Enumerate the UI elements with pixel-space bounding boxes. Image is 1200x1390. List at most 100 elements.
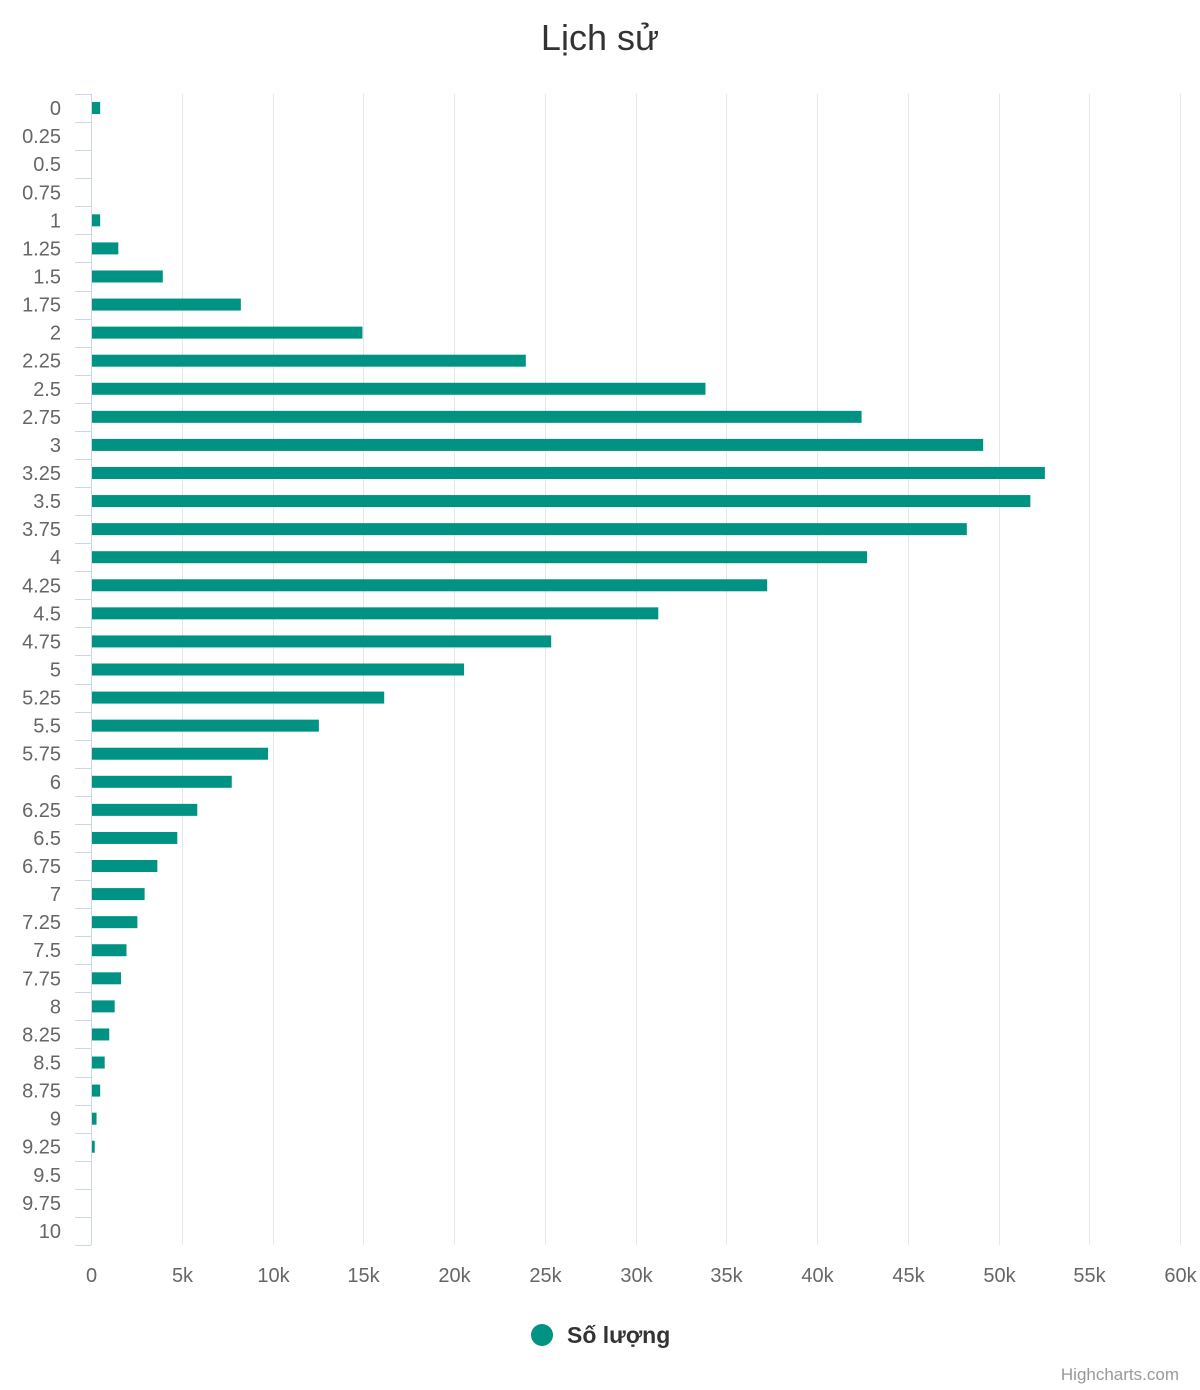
category-tick-label: 4	[50, 547, 61, 569]
category-tick-label: 0.5	[33, 154, 61, 176]
bar[interactable]	[92, 466, 1045, 479]
chart-title: Lịch sử	[541, 17, 659, 58]
category-tick-label: 4.75	[22, 631, 61, 653]
category-tick-label: 8.5	[33, 1053, 61, 1075]
bar[interactable]	[92, 1084, 101, 1097]
bar[interactable]	[92, 1028, 110, 1041]
value-tick-label: 0	[86, 1265, 97, 1287]
value-tick-label: 20k	[438, 1265, 471, 1287]
value-axis-labels: 0 5k 10k 15k 20k 25k 30k 35k 40k 45k 50k 55k 60k	[86, 1265, 1198, 1287]
bar[interactable]	[92, 831, 178, 844]
value-tick-label: 5k	[172, 1265, 194, 1287]
category-tick-label: 3.5	[33, 491, 61, 513]
category-tick-label: 4.25	[22, 575, 61, 597]
bar[interactable]	[92, 382, 706, 395]
value-tick-label: 10k	[257, 1265, 290, 1287]
bar[interactable]	[92, 1112, 97, 1125]
value-tick-label: 60k	[1164, 1265, 1197, 1287]
category-tick-label: 5.5	[33, 716, 61, 738]
bar[interactable]	[92, 1056, 105, 1069]
bar[interactable]	[92, 607, 659, 620]
category-tick-label: 1.25	[22, 238, 61, 260]
category-tick-label: 8.25	[22, 1024, 61, 1046]
category-tick-label: 2.5	[33, 379, 61, 401]
bar[interactable]	[92, 579, 768, 592]
category-tick-label: 0.75	[22, 182, 61, 204]
bar[interactable]	[92, 775, 232, 788]
bar[interactable]	[92, 326, 363, 339]
category-tick-label: 9.5	[33, 1165, 61, 1187]
category-tick-label: 4.5	[33, 603, 61, 625]
bar[interactable]	[92, 298, 241, 311]
grid-lines	[182, 94, 1181, 1245]
category-tick-label: 7	[50, 884, 61, 906]
category-tick-label: 1.5	[33, 266, 61, 288]
category-tick-label: 8	[50, 996, 61, 1018]
bar[interactable]	[92, 663, 465, 676]
bar[interactable]	[92, 888, 145, 901]
category-tick-label: 9	[50, 1109, 61, 1131]
value-tick-label: 40k	[801, 1265, 834, 1287]
category-tick-label: 7.5	[33, 940, 61, 962]
category-tick-label: 6.5	[33, 828, 61, 850]
legend-swatch-icon[interactable]	[531, 1324, 553, 1346]
bar[interactable]	[92, 944, 127, 957]
value-tick-label: 45k	[892, 1265, 925, 1287]
category-tick-label: 0	[50, 98, 61, 120]
category-tick-label: 9.25	[22, 1137, 61, 1159]
category-tick-label: 2.25	[22, 351, 61, 373]
category-tick-label: 2.75	[22, 407, 61, 429]
bar-series	[92, 102, 1045, 1153]
bar[interactable]	[92, 691, 385, 704]
category-tick-label: 3.75	[22, 519, 61, 541]
category-tick-label: 6.25	[22, 800, 61, 822]
bar[interactable]	[92, 747, 269, 760]
bar[interactable]	[92, 523, 967, 536]
bar[interactable]	[92, 635, 552, 648]
value-tick-label: 15k	[347, 1265, 380, 1287]
category-tick-label: 5.25	[22, 688, 61, 710]
bar[interactable]	[92, 410, 862, 423]
category-tick-label: 2	[50, 323, 61, 345]
bar[interactable]	[92, 214, 101, 227]
value-tick-label: 55k	[1073, 1265, 1106, 1287]
category-tick-label: 5.75	[22, 744, 61, 766]
category-tick-label: 1.75	[22, 295, 61, 317]
category-tick-label: 0.25	[22, 126, 61, 148]
value-tick-label: 25k	[529, 1265, 562, 1287]
category-tick-label: 5	[50, 660, 61, 682]
bar[interactable]	[92, 1000, 115, 1013]
bar[interactable]	[92, 860, 158, 873]
bar[interactable]	[92, 916, 138, 929]
value-tick-label: 50k	[983, 1265, 1016, 1287]
category-tick-label: 3.25	[22, 463, 61, 485]
category-tick-label: 1	[50, 210, 61, 232]
bar[interactable]	[92, 972, 122, 985]
category-tick-label: 8.75	[22, 1081, 61, 1103]
category-tick-label: 9.75	[22, 1193, 61, 1215]
bar[interactable]	[92, 242, 119, 255]
bar[interactable]	[92, 495, 1031, 508]
category-tick-label: 6.75	[22, 856, 61, 878]
legend-item-label[interactable]: Số lượng	[567, 1322, 670, 1348]
value-tick-label: 35k	[710, 1265, 743, 1287]
bar[interactable]	[92, 270, 163, 283]
bar[interactable]	[92, 1140, 95, 1153]
category-tick-label: 6	[50, 772, 61, 794]
category-tick-label: 7.25	[22, 912, 61, 934]
credits-link[interactable]: Highcharts.com	[1061, 1365, 1179, 1384]
category-axis: 0 0.25 0.5 0.75 1 1.25 1.5 1.75 2 2.25 2.5 2.75 3 3.2…	[22, 94, 92, 1246]
value-tick-label: 30k	[620, 1265, 653, 1287]
bar[interactable]	[92, 102, 101, 115]
bar[interactable]	[92, 719, 319, 732]
category-tick-label: 10	[39, 1221, 61, 1243]
legend[interactable]: Số lượng	[531, 1322, 670, 1348]
bar[interactable]	[92, 438, 984, 451]
bar[interactable]	[92, 803, 198, 816]
bar[interactable]	[92, 354, 526, 367]
bar[interactable]	[92, 551, 868, 564]
category-tick-label: 3	[50, 435, 61, 457]
category-tick-label: 7.75	[22, 968, 61, 990]
